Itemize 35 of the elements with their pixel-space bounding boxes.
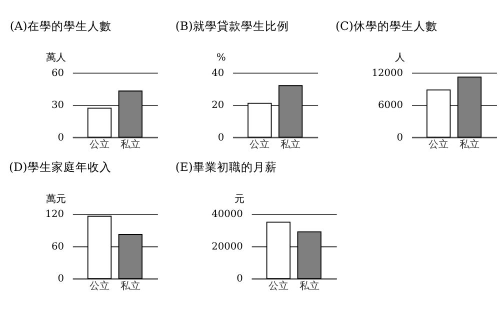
y-tick-label: 12000 bbox=[372, 68, 404, 79]
y-tick-label: 0 bbox=[396, 132, 404, 144]
chart-title: (B)就學貸款學生比例 bbox=[175, 18, 289, 33]
y-tick-label: 20000 bbox=[212, 241, 243, 252]
y-axis-title: 元 bbox=[234, 194, 245, 206]
x-tick-label: 私立 bbox=[120, 138, 140, 150]
chart-title: (C)休學的學生人數 bbox=[336, 18, 438, 33]
chart-title: (A)在學的學生人數 bbox=[10, 18, 112, 33]
x-tick-label: 公立 bbox=[428, 138, 449, 150]
x-tick-label: 公立 bbox=[90, 138, 110, 150]
x-tick-label: 公立 bbox=[250, 138, 270, 150]
y-tick-label: 0 bbox=[58, 132, 64, 144]
y-tick-label: 6000 bbox=[378, 100, 404, 112]
y-tick-label: 0 bbox=[236, 274, 243, 285]
y-tick-label: 40000 bbox=[212, 209, 243, 220]
x-tick-label: 公立 bbox=[268, 280, 288, 292]
y-tick-label: 30 bbox=[51, 100, 64, 112]
y-tick-label: 0 bbox=[218, 132, 224, 144]
y-tick-label: 60 bbox=[51, 241, 64, 252]
y-tick-label: 60 bbox=[51, 68, 64, 79]
x-tick-label: 私立 bbox=[299, 280, 320, 292]
y-axis-title: 人 bbox=[394, 52, 405, 64]
y-axis-title: % bbox=[216, 52, 226, 64]
y-tick-label: 0 bbox=[58, 274, 64, 285]
y-axis-title: 萬元 bbox=[46, 193, 66, 206]
x-tick-label: 公立 bbox=[90, 280, 110, 292]
chart-title: (D)學生家庭年收入 bbox=[8, 160, 112, 174]
y-axis-title: 萬人 bbox=[46, 52, 66, 64]
x-tick-label: 私立 bbox=[280, 138, 301, 150]
y-tick-label: 120 bbox=[45, 209, 64, 220]
chart-title: (E)畢業初職的月薪 bbox=[175, 160, 277, 174]
x-tick-label: 私立 bbox=[459, 138, 480, 150]
y-tick-label: 20 bbox=[212, 100, 224, 112]
x-tick-label: 私立 bbox=[120, 280, 140, 292]
y-tick-label: 40 bbox=[212, 68, 224, 79]
